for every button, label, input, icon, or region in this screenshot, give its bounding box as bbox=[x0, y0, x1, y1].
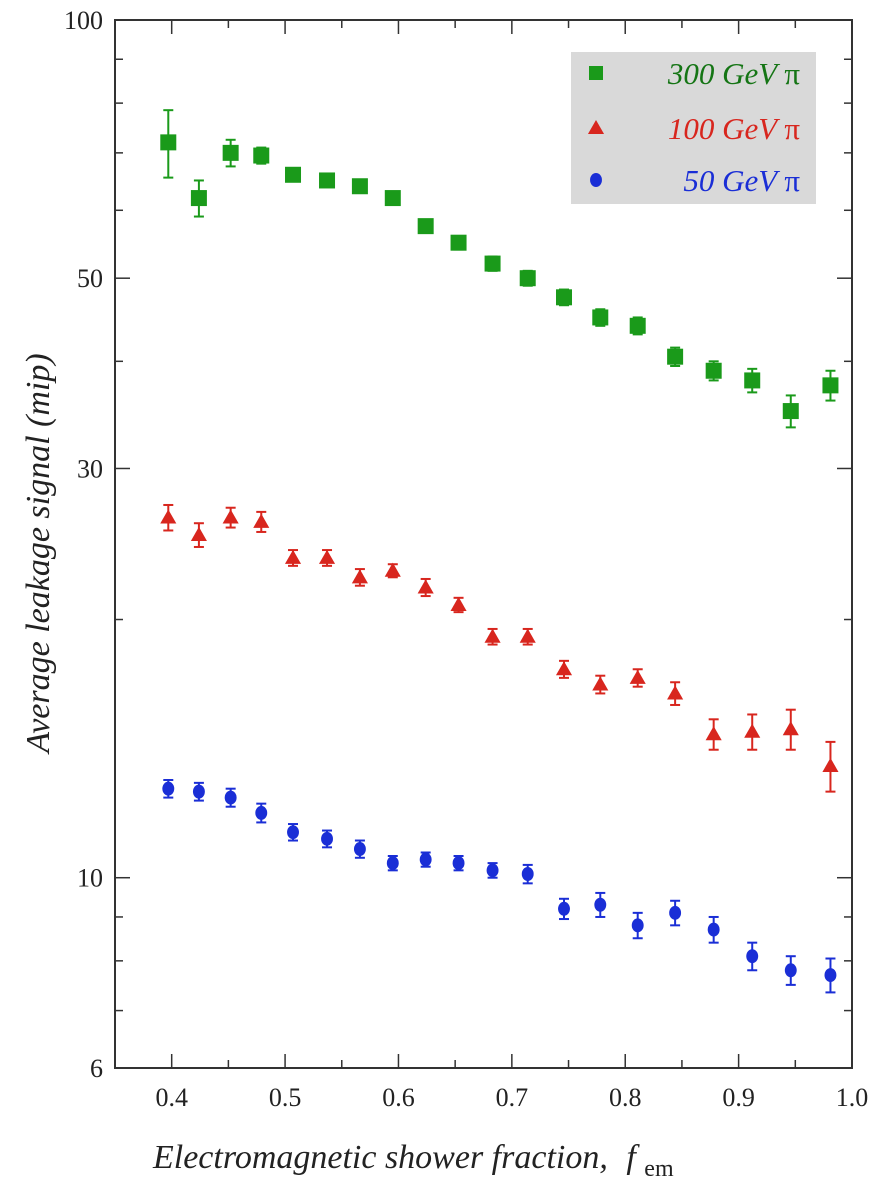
x-tick-label: 0.6 bbox=[382, 1083, 415, 1112]
x-tick-label: 0.5 bbox=[269, 1083, 302, 1112]
y-tick-label: 30 bbox=[77, 454, 103, 483]
y-axis-title: Average leakage signal (mip) bbox=[20, 353, 57, 754]
data-point bbox=[519, 628, 536, 643]
data-point bbox=[705, 726, 722, 741]
x-tick-label: 0.4 bbox=[155, 1083, 188, 1112]
data-point bbox=[705, 362, 722, 379]
data-point bbox=[667, 685, 684, 700]
data-point bbox=[521, 867, 534, 882]
data-point bbox=[384, 562, 401, 577]
data-point bbox=[222, 509, 239, 524]
data-point bbox=[744, 723, 761, 738]
data-point bbox=[160, 509, 177, 524]
data-point bbox=[255, 805, 268, 820]
data-point bbox=[782, 403, 799, 420]
data-point bbox=[667, 348, 684, 365]
x-tick-label: 0.7 bbox=[496, 1083, 529, 1112]
data-point bbox=[190, 190, 207, 207]
data-point bbox=[319, 172, 336, 189]
data-point bbox=[222, 144, 239, 161]
data-point bbox=[629, 669, 646, 684]
data-point bbox=[351, 569, 368, 584]
data-point bbox=[284, 549, 302, 564]
data-point bbox=[669, 905, 682, 920]
legend: 300 GeV π 100 GeV π 50 GeV π bbox=[571, 52, 816, 204]
data-point bbox=[592, 309, 609, 326]
data-point bbox=[707, 922, 720, 937]
data-point bbox=[555, 661, 573, 676]
data-point bbox=[744, 372, 761, 389]
data-point bbox=[450, 596, 467, 611]
data-point bbox=[419, 852, 432, 867]
tick-labels: 0.4 0.5 0.6 0.7 0.8 0.9 1.0 6 10 30 50 100 bbox=[64, 6, 868, 1112]
data-point bbox=[386, 856, 399, 871]
data-point bbox=[224, 790, 237, 805]
data-point bbox=[631, 918, 644, 933]
data-point bbox=[321, 831, 333, 846]
data-point bbox=[782, 721, 799, 736]
x-axis-title-text: Electromagnetic shower fraction, bbox=[152, 1139, 608, 1176]
data-point bbox=[746, 949, 759, 964]
data-point bbox=[318, 549, 336, 564]
data-point bbox=[285, 166, 302, 183]
legend-label: 300 GeV π bbox=[667, 56, 801, 91]
data-point bbox=[450, 234, 467, 251]
data-point bbox=[592, 676, 609, 691]
data-point bbox=[486, 863, 499, 878]
x-tick-label: 0.9 bbox=[722, 1083, 755, 1112]
data-point bbox=[253, 513, 270, 528]
data-point bbox=[253, 147, 270, 164]
legend-marker bbox=[587, 119, 605, 135]
data-point bbox=[384, 190, 401, 207]
data-point bbox=[594, 897, 607, 912]
x-tick-label: 0.8 bbox=[609, 1083, 642, 1112]
data-point bbox=[822, 377, 839, 394]
x-axis-title: Electromagnetic shower fraction, f em bbox=[152, 1139, 674, 1182]
data-point bbox=[822, 757, 839, 772]
plot-frame bbox=[114, 19, 853, 1069]
data-point bbox=[190, 526, 207, 541]
x-tick-label: 1.0 bbox=[836, 1083, 869, 1112]
data-point bbox=[484, 255, 501, 272]
data-point bbox=[162, 781, 175, 796]
data-point bbox=[629, 317, 646, 334]
data-point bbox=[484, 628, 501, 643]
data-point bbox=[351, 178, 368, 195]
data-point bbox=[452, 856, 465, 871]
data-point bbox=[353, 842, 366, 857]
data-point bbox=[417, 579, 434, 594]
axis-ticks bbox=[114, 19, 853, 1069]
data-point bbox=[824, 968, 837, 983]
data-point bbox=[160, 134, 177, 151]
data-point bbox=[556, 289, 573, 306]
legend-marker bbox=[589, 66, 603, 80]
data-marks bbox=[160, 109, 839, 994]
legend-label: 50 GeV π bbox=[683, 163, 800, 198]
data-point bbox=[287, 825, 299, 840]
x-axis-title-sub: em bbox=[644, 1156, 674, 1182]
y-tick-label: 6 bbox=[90, 1054, 103, 1083]
x-axis-title-var: f bbox=[626, 1139, 640, 1176]
data-point bbox=[784, 963, 797, 978]
legend-marker bbox=[590, 173, 602, 187]
y-tick-label: 50 bbox=[77, 264, 103, 293]
data-point bbox=[519, 270, 536, 287]
data-point bbox=[558, 901, 570, 916]
legend-box bbox=[571, 52, 816, 204]
legend-label: 100 GeV π bbox=[668, 111, 801, 146]
data-point bbox=[417, 218, 434, 235]
y-tick-label: 100 bbox=[64, 6, 103, 35]
data-point bbox=[192, 784, 205, 799]
y-tick-label: 10 bbox=[77, 864, 103, 893]
